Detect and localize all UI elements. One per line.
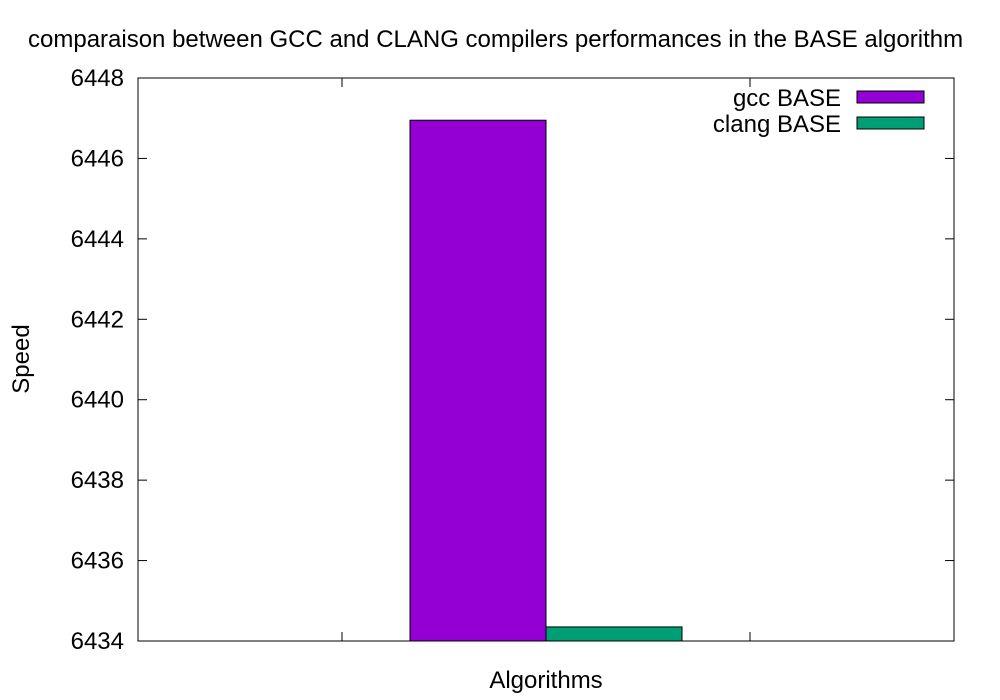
y-tick-label: 6438: [71, 467, 124, 494]
y-tick-label: 6448: [71, 65, 124, 92]
legend-label: clang BASE: [713, 111, 841, 138]
y-tick-label: 6444: [71, 226, 124, 253]
legend-swatch: [856, 116, 925, 130]
chart-title: comparaison between GCC and CLANG compil…: [28, 26, 963, 53]
y-axis: 6434 6436 6438 6440 6442 6444 6446 6448: [71, 65, 954, 655]
legend-swatch: [856, 90, 925, 104]
y-axis-label: Speed: [8, 324, 35, 393]
bars: [409, 119, 683, 642]
x-axis-label: Algorithms: [489, 667, 602, 694]
y-tick-label: 6446: [71, 145, 124, 172]
legend-label: gcc BASE: [733, 85, 841, 112]
y-tick-label: 6440: [71, 387, 124, 414]
y-tick-label: 6434: [71, 628, 124, 655]
bar-gcc-base: [409, 119, 547, 642]
y-tick-label: 6442: [71, 306, 124, 333]
bar-clang-base: [545, 626, 683, 642]
y-tick-label: 6436: [71, 548, 124, 575]
